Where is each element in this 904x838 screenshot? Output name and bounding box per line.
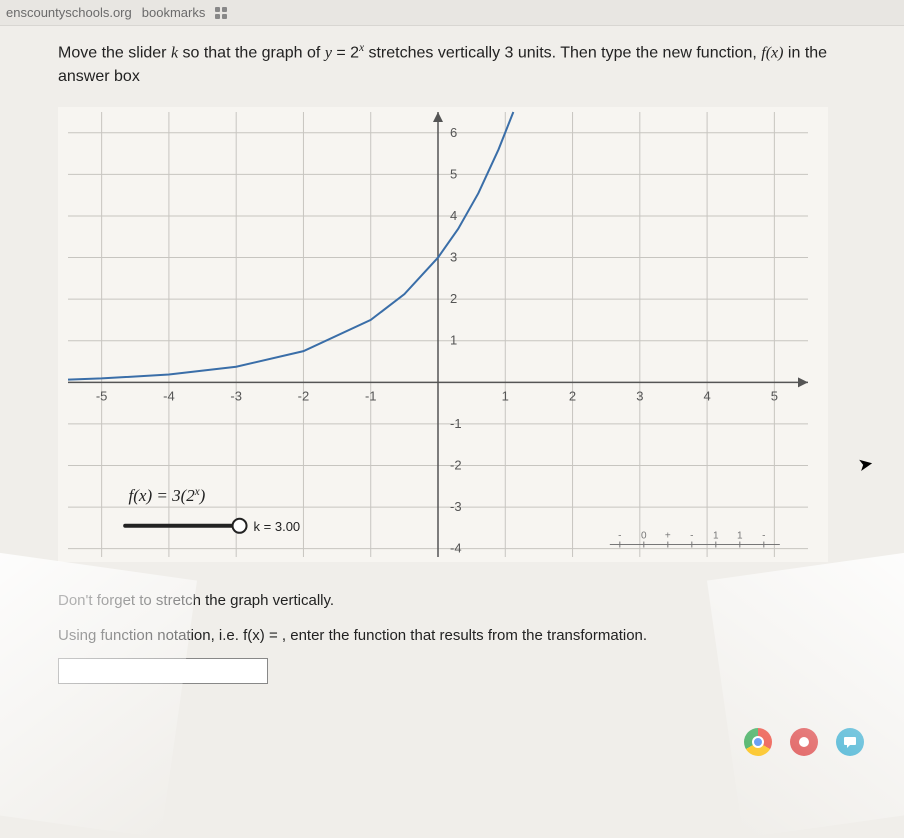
instruction-pre: Move the slider [58, 44, 171, 61]
instruction-base: 2 [350, 44, 359, 61]
instruction-text: Move the slider k so that the graph of y… [58, 40, 864, 89]
svg-text:k = 3.00: k = 3.00 [254, 519, 301, 534]
chat-icon[interactable] [836, 728, 864, 756]
svg-text:-3: -3 [450, 499, 462, 514]
svg-text:-3: -3 [230, 389, 242, 404]
graph-area[interactable]: -5-4-3-2-112345-4-3-2-1123456f(x) = 3(2x… [58, 107, 828, 562]
instruction-y: y [325, 44, 332, 61]
prompt-text: Using function notation, i.e. f(x) = , e… [58, 627, 864, 644]
coordinate-plane[interactable]: -5-4-3-2-112345-4-3-2-1123456f(x) = 3(2x… [58, 107, 828, 562]
instruction-eq: = [332, 44, 350, 61]
svg-text:2: 2 [569, 389, 576, 404]
instruction-k: k [171, 44, 178, 61]
instruction-fx: f(x) [761, 44, 783, 61]
prompt-post: , enter the function that results from t… [282, 627, 647, 644]
svg-text:-5: -5 [96, 389, 108, 404]
svg-text:-: - [762, 531, 765, 542]
svg-text:1: 1 [450, 333, 457, 348]
svg-text:3: 3 [450, 250, 457, 265]
svg-text:3: 3 [636, 389, 643, 404]
prompt-fx: f(x) = [243, 627, 282, 644]
svg-text:-2: -2 [298, 389, 310, 404]
svg-text:1: 1 [737, 531, 743, 542]
svg-text:1: 1 [502, 389, 509, 404]
svg-text:5: 5 [771, 389, 778, 404]
svg-text:-2: -2 [450, 458, 462, 473]
prompt-pre: Using function notation, i.e. [58, 627, 243, 644]
svg-text:-1: -1 [365, 389, 377, 404]
svg-text:-4: -4 [163, 389, 175, 404]
record-icon[interactable] [790, 728, 818, 756]
svg-text:1: 1 [713, 531, 719, 542]
svg-text:4: 4 [450, 208, 457, 223]
svg-text:f(x) = 3(2x): f(x) = 3(2x) [129, 486, 206, 505]
svg-text:4: 4 [703, 389, 710, 404]
instruction-mid2: stretches vertically 3 units. Then type … [364, 44, 761, 61]
bookmarks-label: bookmarks [142, 5, 206, 20]
svg-text:6: 6 [450, 125, 457, 140]
svg-text:+: + [665, 531, 671, 542]
svg-text:-4: -4 [450, 541, 462, 556]
main-content: Move the slider k so that the graph of y… [0, 26, 904, 684]
apps-grid-icon[interactable] [215, 7, 227, 19]
svg-text:-1: -1 [450, 416, 462, 431]
instruction-mid1: so that the graph of [178, 44, 325, 61]
svg-text:0: 0 [641, 531, 647, 542]
svg-text:2: 2 [450, 291, 457, 306]
hint-text: Don't forget to stretch the graph vertic… [58, 592, 864, 609]
taskbar-icons [744, 728, 864, 756]
svg-text:-: - [690, 531, 693, 542]
chrome-icon[interactable] [744, 728, 772, 756]
browser-bookmarks-bar: enscountyschools.org bookmarks [0, 0, 904, 26]
slider-knob[interactable] [233, 519, 247, 533]
answer-input[interactable] [58, 658, 268, 684]
url-fragment: enscountyschools.org [6, 5, 132, 20]
svg-text:-: - [618, 531, 621, 542]
svg-text:5: 5 [450, 167, 457, 182]
